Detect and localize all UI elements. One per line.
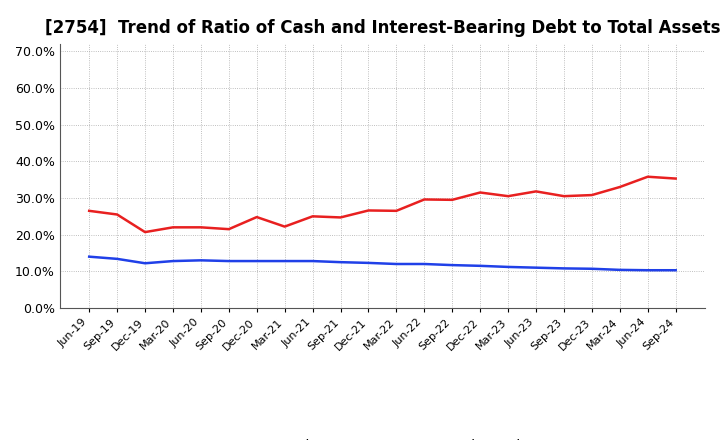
Cash [476, 190, 485, 195]
Cash [504, 194, 513, 199]
Cash [85, 208, 94, 213]
Cash [671, 176, 680, 181]
Cash [420, 197, 428, 202]
Cash [448, 197, 456, 202]
Cash [197, 225, 205, 230]
Legend: Cash, Interest-Bearing Debt: Cash, Interest-Bearing Debt [229, 434, 536, 440]
Interest-Bearing Debt [392, 261, 401, 267]
Interest-Bearing Debt [308, 258, 317, 264]
Interest-Bearing Debt [504, 264, 513, 270]
Cash [140, 230, 149, 235]
Interest-Bearing Debt [85, 254, 94, 259]
Cash [113, 212, 122, 217]
Cash [280, 224, 289, 229]
Cash [168, 225, 177, 230]
Interest-Bearing Debt [253, 258, 261, 264]
Interest-Bearing Debt [420, 261, 428, 267]
Line: Cash: Cash [89, 177, 675, 232]
Interest-Bearing Debt [225, 258, 233, 264]
Interest-Bearing Debt [113, 256, 122, 261]
Cash [225, 227, 233, 232]
Cash [308, 214, 317, 219]
Title: [2754]  Trend of Ratio of Cash and Interest-Bearing Debt to Total Assets: [2754] Trend of Ratio of Cash and Intere… [45, 19, 720, 37]
Interest-Bearing Debt [197, 258, 205, 263]
Interest-Bearing Debt [364, 260, 373, 265]
Cash [616, 184, 624, 190]
Interest-Bearing Debt [140, 260, 149, 266]
Interest-Bearing Debt [671, 268, 680, 273]
Cash [531, 189, 540, 194]
Cash [364, 208, 373, 213]
Interest-Bearing Debt [476, 263, 485, 268]
Interest-Bearing Debt [448, 262, 456, 268]
Cash [559, 194, 568, 199]
Cash [336, 215, 345, 220]
Interest-Bearing Debt [616, 267, 624, 272]
Interest-Bearing Debt [280, 258, 289, 264]
Interest-Bearing Debt [531, 265, 540, 270]
Cash [644, 174, 652, 180]
Interest-Bearing Debt [336, 260, 345, 265]
Cash [392, 208, 401, 213]
Cash [588, 192, 596, 198]
Interest-Bearing Debt [644, 268, 652, 273]
Interest-Bearing Debt [168, 258, 177, 264]
Interest-Bearing Debt [588, 266, 596, 271]
Interest-Bearing Debt [559, 266, 568, 271]
Line: Interest-Bearing Debt: Interest-Bearing Debt [89, 257, 675, 270]
Cash [253, 214, 261, 220]
